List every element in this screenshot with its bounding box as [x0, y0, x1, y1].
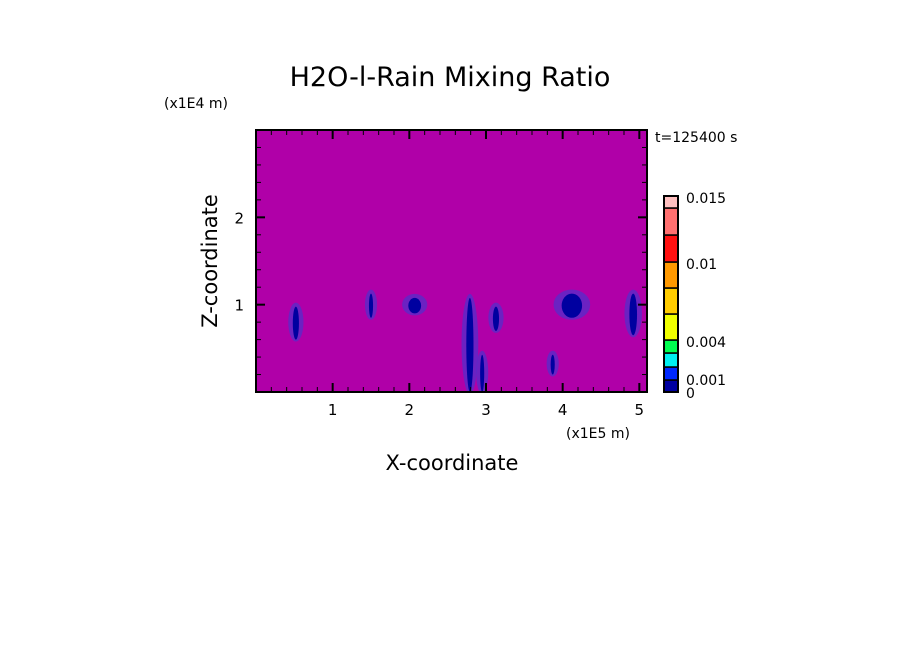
- colorbar-segment: [663, 313, 679, 341]
- colorbar-segment: [663, 287, 679, 315]
- y-tick-label: 2: [234, 209, 244, 227]
- rain-feature-core: [492, 306, 500, 331]
- rain-feature-core: [292, 306, 299, 340]
- x-tick-label: 5: [635, 401, 645, 419]
- rain-feature-core: [466, 297, 474, 392]
- chart-title: H2O-l-Rain Mixing Ratio: [290, 62, 611, 93]
- colorbar-segment: [663, 234, 679, 263]
- y-axis-label: Z-coordinate: [198, 194, 222, 328]
- x-tick-label: 1: [328, 401, 338, 419]
- rain-feature-core: [368, 293, 374, 318]
- plot-background: [256, 130, 647, 392]
- rain-feature-core: [550, 354, 555, 375]
- colorbar-segment: [663, 195, 679, 209]
- colorbar-segment: [663, 379, 679, 393]
- colorbar-label: 0.004: [686, 335, 726, 351]
- colorbar-label: 0: [686, 386, 695, 402]
- time-label: t=125400 s: [655, 130, 737, 146]
- colorbar-segment: [663, 352, 679, 368]
- colorbar-label: 0.015: [686, 191, 726, 207]
- colorbar-segment: [663, 207, 679, 236]
- rain-feature-core: [408, 297, 422, 314]
- colorbar-segment: [663, 261, 679, 289]
- rain-feature-core: [561, 293, 583, 318]
- colorbar-frame: [663, 195, 679, 393]
- colorbar-segment: [663, 366, 679, 381]
- x-tick-label: 4: [558, 401, 568, 419]
- x-tick-label: 2: [405, 401, 415, 419]
- y-tick-label: 1: [234, 297, 244, 315]
- x-unit-label: (x1E5 m): [566, 426, 630, 442]
- rain-features: [288, 289, 642, 392]
- y-unit-label: (x1E4 m): [164, 96, 228, 112]
- rain-feature-core: [480, 354, 485, 392]
- colorbar-segment: [663, 339, 679, 354]
- rain-feature-core: [629, 293, 638, 336]
- colorbar-label: 0.01: [686, 257, 717, 273]
- plot-frame: [255, 129, 648, 393]
- colorbar-label: 0.001: [686, 373, 726, 389]
- x-tick-label: 3: [481, 401, 491, 419]
- x-axis-label: X-coordinate: [386, 451, 519, 475]
